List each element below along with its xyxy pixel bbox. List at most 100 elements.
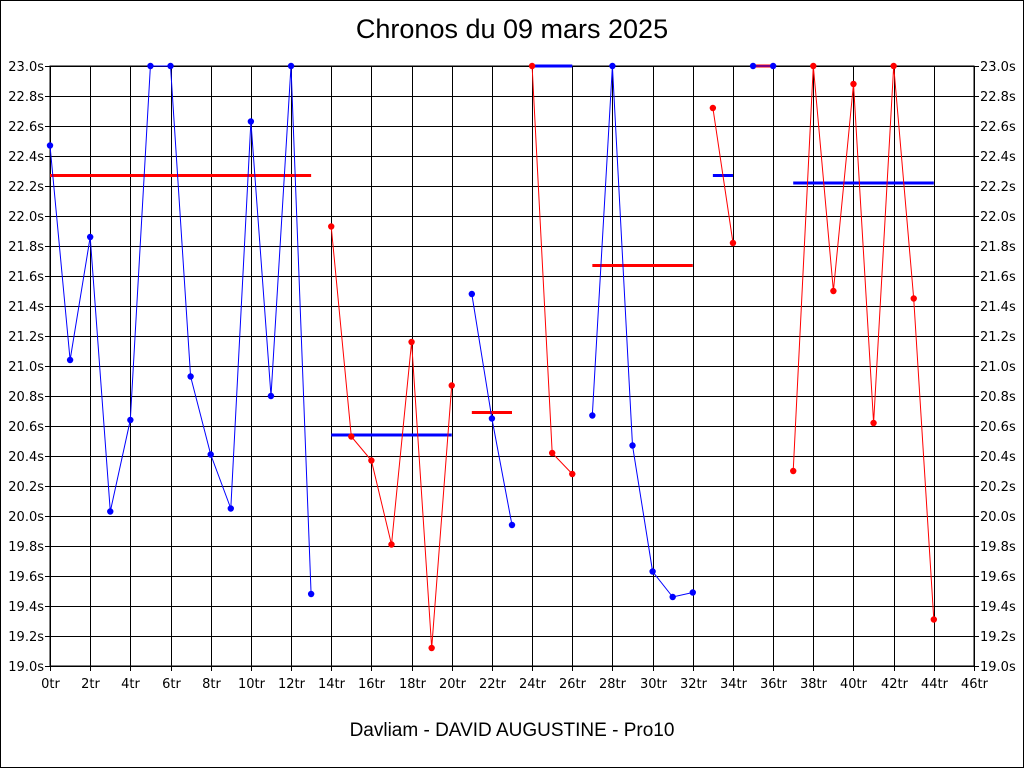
data-point — [810, 62, 817, 70]
y-tick-label-left: 22.0s — [8, 210, 44, 225]
data-point — [910, 295, 917, 302]
y-tick-label-right: 20.4s — [980, 450, 1016, 465]
y-tick-label-left: 20.6s — [8, 420, 44, 435]
data-point — [187, 373, 194, 380]
data-point — [86, 233, 94, 241]
data-point — [629, 442, 636, 449]
x-tick-label: 16tr — [358, 677, 386, 692]
x-tick-label: 8tr — [202, 677, 221, 692]
x-tick-label: 24tr — [519, 677, 547, 692]
x-tick-label: 6tr — [162, 677, 181, 692]
y-tick-label-left: 21.2s — [8, 330, 44, 345]
y-tick-label-left: 22.8s — [8, 90, 44, 105]
data-point — [468, 290, 476, 298]
series-line — [792, 65, 935, 620]
data-point — [830, 287, 837, 295]
y-tick-label-left: 21.4s — [8, 300, 44, 315]
x-tick-label: 20tr — [439, 677, 467, 692]
y-tick-label-left: 20.0s — [8, 510, 44, 525]
data-point — [548, 449, 556, 457]
y-tick-label-right: 20.6s — [980, 420, 1016, 435]
x-tick-label: 12tr — [278, 677, 306, 692]
data-point — [790, 467, 797, 475]
data-point — [569, 470, 576, 478]
y-tick-label-left: 20.2s — [8, 480, 44, 495]
y-tick-label-right: 23.0s — [980, 60, 1016, 75]
y-tick-label-left: 20.8s — [8, 390, 44, 405]
x-tick-label: 2tr — [81, 677, 100, 692]
y-tick-label-right: 19.0s — [980, 660, 1016, 675]
x-tick-label: 18tr — [399, 677, 427, 692]
series-line — [49, 65, 312, 595]
y-tick-label-right: 19.6s — [980, 570, 1016, 585]
data-point — [368, 457, 375, 464]
x-tick-label: 28tr — [599, 677, 627, 692]
y-tick-label-right: 20.2s — [980, 480, 1016, 495]
y-tick-label-left: 21.8s — [8, 240, 44, 255]
y-tick-label-right: 21.0s — [980, 360, 1016, 375]
x-tick-label: 44tr — [921, 677, 949, 692]
y-tick-label-right: 19.4s — [980, 600, 1016, 615]
x-tick-label: 30tr — [640, 677, 668, 692]
y-tick-label-left: 22.2s — [8, 180, 44, 195]
y-tick-label-right: 20.8s — [980, 390, 1016, 405]
y-tick-label-right: 21.2s — [980, 330, 1016, 345]
y-tick-label-left: 21.0s — [8, 360, 44, 375]
data-point — [328, 223, 335, 230]
y-tick-label-left: 19.0s — [8, 660, 44, 675]
series-line — [591, 65, 693, 598]
y-tick-label-right: 22.2s — [980, 180, 1016, 195]
y-tick-label-left: 20.4s — [8, 450, 44, 465]
data-point — [488, 415, 496, 422]
y-tick-label-right: 22.0s — [980, 210, 1016, 225]
y-tick-label-left: 22.4s — [8, 150, 44, 165]
x-tick-label: 40tr — [840, 677, 868, 692]
data-point — [609, 62, 616, 70]
x-tick-label: 14tr — [318, 677, 346, 692]
y-tick-label-right: 21.4s — [980, 300, 1016, 315]
data-point — [870, 419, 877, 427]
data-point — [930, 616, 938, 623]
data-point — [247, 118, 255, 125]
data-point — [388, 541, 395, 548]
chart-subtitle: Davliam - DAVID AUGUSTINE - Pro10 — [349, 720, 675, 741]
x-tick-label: 26tr — [559, 677, 587, 692]
data-point — [749, 62, 757, 70]
data-point — [508, 521, 516, 529]
chart-title: Chronos du 09 mars 2025 — [355, 14, 669, 44]
data-point — [769, 62, 777, 70]
x-tick-label: 34tr — [720, 677, 748, 692]
data-point — [669, 593, 676, 601]
y-tick-label-right: 21.6s — [980, 270, 1016, 285]
series-line — [712, 107, 734, 244]
data-point — [147, 62, 154, 70]
x-tick-label: 32tr — [680, 677, 708, 692]
data-point — [589, 412, 596, 419]
y-tick-label-left: 19.8s — [8, 540, 44, 555]
data-point — [307, 590, 315, 598]
y-tick-label-left: 19.6s — [8, 570, 44, 585]
y-tick-label-right: 21.8s — [980, 240, 1016, 255]
data-point — [709, 104, 717, 112]
data-point — [207, 451, 214, 458]
data-point — [890, 62, 897, 70]
data-point — [649, 568, 656, 575]
data-point — [107, 508, 114, 515]
data-point — [448, 382, 455, 389]
data-point — [850, 80, 857, 88]
y-tick-label-left: 19.2s — [8, 630, 44, 645]
y-tick-label-right: 19.2s — [980, 630, 1016, 645]
data-point — [167, 62, 174, 70]
x-tick-label: 10tr — [238, 677, 266, 692]
data-point — [46, 142, 54, 149]
data-point — [127, 416, 134, 424]
data-point — [428, 644, 435, 652]
data-point — [348, 433, 355, 440]
y-tick-label-left: 19.4s — [8, 600, 44, 615]
data-point — [287, 62, 295, 70]
x-tick-label: 42tr — [881, 677, 909, 692]
y-tick-label-right: 22.6s — [980, 120, 1016, 135]
data-point — [408, 338, 415, 346]
x-tick-label: 4tr — [121, 677, 140, 692]
